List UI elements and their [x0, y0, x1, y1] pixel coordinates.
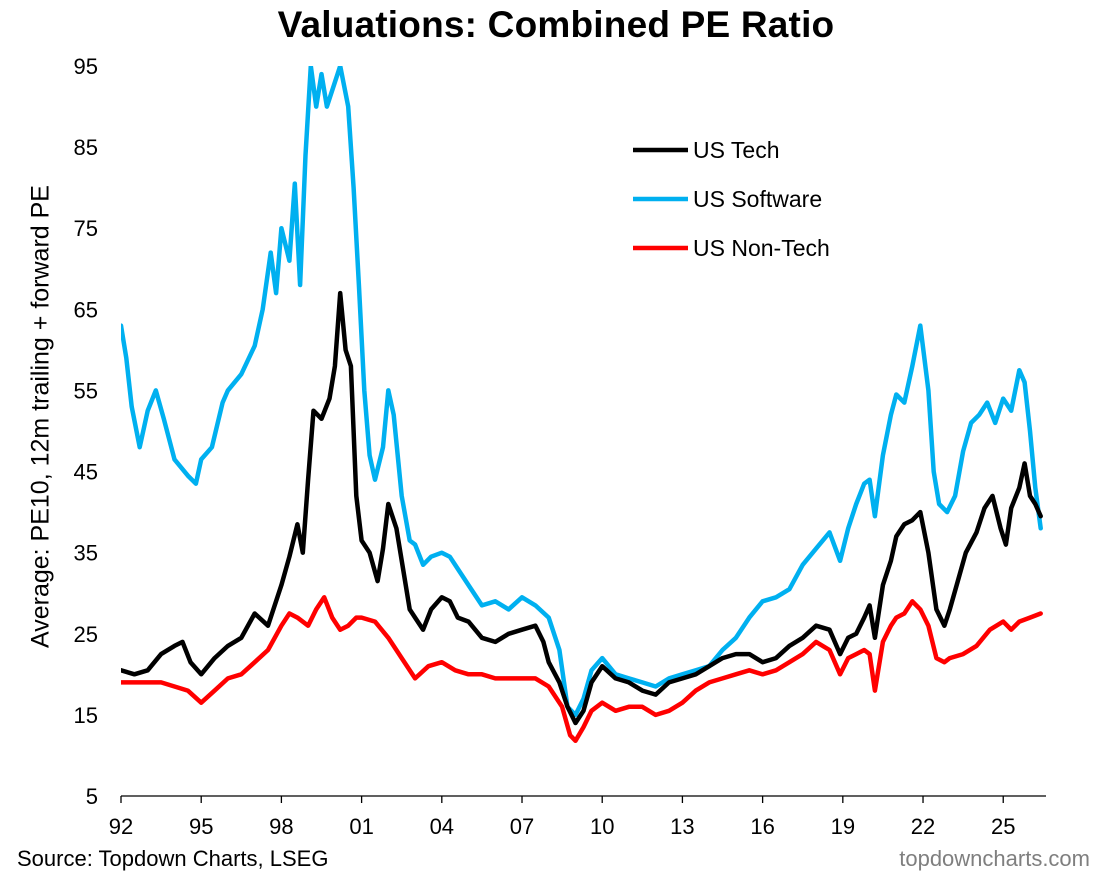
y-tick-label: 55 [74, 378, 98, 403]
y-tick-label: 5 [86, 784, 98, 809]
y-tick-label: 25 [74, 622, 98, 647]
legend-label-us-non-tech: US Non-Tech [693, 235, 830, 261]
x-tick-label: 98 [269, 814, 293, 839]
watermark-text: topdowncharts.com [899, 846, 1090, 871]
y-tick-label: 95 [74, 54, 98, 79]
series-line-us-tech [121, 290, 1043, 726]
x-tick-label: 92 [109, 814, 133, 839]
source-note: Source: Topdown Charts, LSEG [17, 846, 329, 871]
x-tick-label: 01 [349, 814, 373, 839]
x-tick-label: 95 [189, 814, 213, 839]
x-tick-label: 04 [430, 814, 454, 839]
x-tick-label: 22 [911, 814, 935, 839]
y-tick-label: 35 [74, 541, 98, 566]
y-tick-label: 85 [74, 135, 98, 160]
y-tick-label: 75 [74, 216, 98, 241]
series-line-us-software [121, 66, 1043, 718]
y-tick-label: 45 [74, 460, 98, 485]
x-tick-label: 13 [670, 814, 694, 839]
y-tick-label: 65 [74, 297, 98, 322]
y-tick-label: 15 [74, 703, 98, 728]
x-tick-label: 16 [750, 814, 774, 839]
chart-title: Valuations: Combined PE Ratio [277, 4, 835, 45]
series-line-us-non-tech [121, 595, 1043, 744]
legend-label-us-tech: US Tech [693, 137, 780, 163]
x-tick-label: 25 [991, 814, 1015, 839]
x-tick-label: 07 [510, 814, 534, 839]
x-tick-label: 10 [590, 814, 614, 839]
legend-label-us-software: US Software [693, 186, 822, 212]
x-tick-label: 19 [831, 814, 855, 839]
